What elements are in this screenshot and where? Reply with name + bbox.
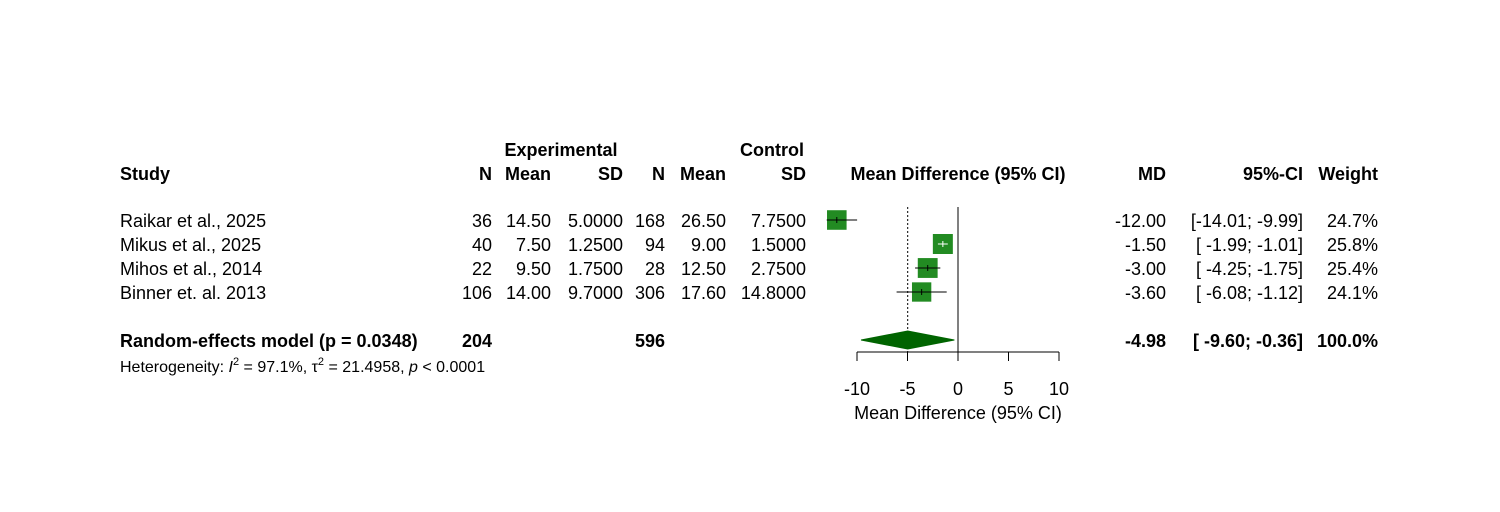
study-row: Binner et. al. 2013 106 14.00 9.7000 306… [120,283,1378,303]
forest-graphics [826,207,959,352]
mean-experimental: 7.50 [516,235,551,255]
mean-experimental: 9.50 [516,259,551,279]
i2-superscript: 2 [233,356,239,368]
p-letter: p [408,359,418,376]
weight-value: 24.1% [1327,283,1378,303]
sd-control: 2.7500 [751,259,806,279]
pooled-label: Random-effects model (p = 0.0348) [120,331,418,351]
tau-superscript: 2 [318,356,324,368]
tau-value: = 21.4958, [324,359,409,376]
study-name: Raikar et al., 2025 [120,211,266,231]
control-group-header: Control [740,140,804,160]
x-tick-label: 0 [953,379,963,399]
tau-letter: τ [312,359,319,376]
mean-control-header: Mean [680,164,726,184]
mean-experimental-header: Mean [505,164,551,184]
mean-experimental: 14.50 [506,211,551,231]
x-axis: -10 -5 0 5 10 [844,351,1069,399]
pooled-weight: 100.0% [1317,331,1378,351]
x-tick-label: 10 [1049,379,1069,399]
study-row: Mihos et al., 2014 22 9.50 1.7500 28 12.… [120,259,1378,279]
n-control: 28 [645,259,665,279]
sd-control: 1.5000 [751,235,806,255]
weight-value: 24.7% [1327,211,1378,231]
i2-value: = 97.1%, [239,359,312,376]
weight-value: 25.8% [1327,235,1378,255]
sd-experimental: 9.7000 [568,283,623,303]
p-value: < 0.0001 [418,359,485,376]
study-row: Mikus et al., 2025 40 7.50 1.2500 94 9.0… [120,235,1378,255]
study-name: Mihos et al., 2014 [120,259,262,279]
weight-column-header: Weight [1318,164,1378,184]
sd-control: 7.7500 [751,211,806,231]
md-value: -3.60 [1125,283,1166,303]
sd-experimental-header: SD [598,164,623,184]
study-name: Mikus et al., 2025 [120,235,261,255]
pooled-diamond [860,330,955,350]
pooled-md: -4.98 [1125,331,1166,351]
x-tick-label: 5 [1003,379,1013,399]
md-value: -12.00 [1115,211,1166,231]
x-tick-label: -10 [844,379,870,399]
mean-experimental: 14.00 [506,283,551,303]
ci-column-header: 95%-CI [1243,164,1303,184]
ci-value: [ -6.08; -1.12] [1196,283,1303,303]
pooled-row: Random-effects model (p = 0.0348) 204 59… [120,331,1378,351]
sd-control-header: SD [781,164,806,184]
effect-column-header: Mean Difference (95% CI) [850,164,1065,184]
study-name: Binner et. al. 2013 [120,283,266,303]
sd-control: 14.8000 [741,283,806,303]
pooled-n-control: 596 [635,331,665,351]
x-axis-label: Mean Difference (95% CI) [854,403,1062,423]
pooled-n-experimental: 204 [462,331,492,351]
n-experimental: 22 [472,259,492,279]
study-row: Raikar et al., 2025 36 14.50 5.0000 168 … [120,211,1378,231]
n-control: 94 [645,235,665,255]
sd-experimental: 1.2500 [568,235,623,255]
md-value: -3.00 [1125,259,1166,279]
n-control-header: N [652,164,665,184]
ci-value: [ -4.25; -1.75] [1196,259,1303,279]
weight-value: 25.4% [1327,259,1378,279]
heterogeneity-text: Heterogeneity: I2 = 97.1%, τ2 = 21.4958,… [120,356,485,376]
pooled-ci: [ -9.60; -0.36] [1193,331,1303,351]
md-column-header: MD [1138,164,1166,184]
md-value: -1.50 [1125,235,1166,255]
heterogeneity-prefix: Heterogeneity: [120,359,229,376]
x-tick-label: -5 [899,379,915,399]
n-control: 168 [635,211,665,231]
study-column-header: Study [120,164,170,184]
sd-experimental: 1.7500 [568,259,623,279]
n-control: 306 [635,283,665,303]
mean-control: 17.60 [681,283,726,303]
n-experimental-header: N [479,164,492,184]
n-experimental: 40 [472,235,492,255]
mean-control: 12.50 [681,259,726,279]
experimental-group-header: Experimental [504,140,617,160]
sd-experimental: 5.0000 [568,211,623,231]
n-experimental: 36 [472,211,492,231]
ci-value: [ -1.99; -1.01] [1196,235,1303,255]
mean-control: 26.50 [681,211,726,231]
mean-control: 9.00 [691,235,726,255]
ci-value: [-14.01; -9.99] [1191,211,1303,231]
i2-letter: I [229,359,234,376]
n-experimental: 106 [462,283,492,303]
